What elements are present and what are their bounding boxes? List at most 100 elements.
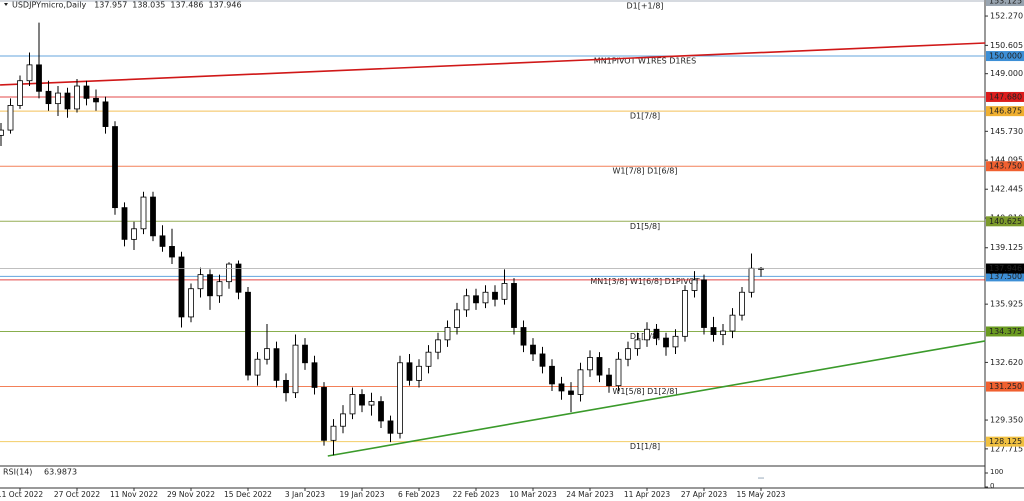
price-box xyxy=(986,271,1024,282)
candle-body xyxy=(720,330,726,335)
y-tick-label: 142.445 xyxy=(990,185,1023,194)
candle-body xyxy=(587,357,593,371)
candle-body xyxy=(169,246,175,258)
candle-body xyxy=(672,335,679,348)
y-tick-label: 149.000 xyxy=(990,69,1023,78)
candle-body xyxy=(644,328,650,341)
candle-body xyxy=(682,290,688,337)
x-tick-label: 27 Oct 2022 xyxy=(54,490,101,499)
candle-body xyxy=(520,327,527,346)
candle-body xyxy=(558,383,565,392)
ohlc-value: 138.035 xyxy=(132,1,165,10)
candle-body xyxy=(150,196,156,237)
candle-body xyxy=(7,105,14,131)
y-tick-label: 144.095 xyxy=(990,156,1023,165)
candle-body xyxy=(473,295,479,304)
ohlc-value: 137.957 xyxy=(94,1,127,10)
candle-body xyxy=(596,357,603,376)
price-box-label: 134.375 xyxy=(989,327,1022,336)
level-label: W1[7/8] D1[6/8] xyxy=(612,167,677,176)
candle-body xyxy=(112,126,118,209)
y-tick-label: 135.925 xyxy=(990,300,1023,309)
price-box xyxy=(986,0,1024,6)
candle-body xyxy=(17,80,23,106)
candle-body xyxy=(397,362,403,434)
candle-body xyxy=(102,101,109,127)
y-tick-label: 139.125 xyxy=(990,243,1023,252)
trendline xyxy=(327,340,986,457)
candle-body xyxy=(663,337,669,348)
candle-body xyxy=(416,365,422,381)
candle-body xyxy=(273,348,280,381)
candle-body xyxy=(311,362,318,388)
chart-title: USDJPYmicro,Daily xyxy=(12,1,86,10)
candle-body xyxy=(226,263,232,283)
price-box xyxy=(986,381,1024,392)
indicator-tick-label: 100 xyxy=(990,468,1003,476)
price-box xyxy=(986,216,1024,227)
candle-body xyxy=(45,90,52,105)
price-box-label: 137.500 xyxy=(989,272,1022,281)
candle-body xyxy=(207,274,213,297)
candle-body xyxy=(739,291,745,316)
candle-body xyxy=(501,283,508,300)
level-label: MN1[3/8] W1[6/8] D1PIVOT xyxy=(590,277,699,286)
candle-body xyxy=(340,413,346,427)
candle-body xyxy=(0,129,4,136)
candle-body xyxy=(330,425,337,441)
candle-body xyxy=(710,327,717,335)
candle-body xyxy=(701,279,707,328)
candle-body xyxy=(435,339,441,353)
candle-body xyxy=(511,283,517,328)
x-tick-label: 11 Oct 2022 xyxy=(0,490,43,499)
candle-body xyxy=(235,263,242,293)
candle-body xyxy=(606,374,612,387)
candle-body xyxy=(321,387,327,441)
x-tick-label: 3 Jan 2023 xyxy=(285,490,325,499)
y-tick-label: 132.620 xyxy=(990,358,1023,367)
candle-body xyxy=(454,309,460,328)
ohlc-value: 137.486 xyxy=(170,1,203,10)
price-box-label: 140.625 xyxy=(989,217,1022,226)
candle-body xyxy=(302,344,308,364)
price-box xyxy=(986,91,1024,102)
level-label: D1[7/8] xyxy=(630,112,660,121)
y-tick-label: 129.350 xyxy=(990,416,1023,425)
price-box-label: 131.250 xyxy=(989,382,1022,391)
level-label: W1[5/8] D1[2/8] xyxy=(612,387,677,396)
candle-body xyxy=(378,401,384,422)
candle-body xyxy=(625,348,631,360)
current-price-label: 137.946 xyxy=(989,264,1022,273)
candle-body xyxy=(349,394,356,415)
y-tick-label: 145.730 xyxy=(990,127,1023,136)
candle-body xyxy=(549,365,555,385)
candle-body xyxy=(482,291,489,304)
candle-body xyxy=(283,379,289,394)
candle-body xyxy=(121,207,128,240)
price-box-label: 143.750 xyxy=(989,162,1022,171)
candle-body xyxy=(577,369,584,395)
trendline xyxy=(0,42,986,86)
candle-body xyxy=(539,353,546,367)
candle-body xyxy=(93,97,99,103)
candle-body xyxy=(264,348,270,360)
candle-body xyxy=(653,328,660,339)
candle-body xyxy=(178,256,185,318)
candle-body xyxy=(292,344,299,394)
candle-body xyxy=(615,358,622,387)
x-tick-label: 11 Apr 2023 xyxy=(624,490,671,499)
price-box-label: 128.125 xyxy=(989,437,1022,446)
y-tick-label: 150.605 xyxy=(990,41,1023,50)
candle-body xyxy=(140,196,147,230)
candle-body xyxy=(64,92,71,110)
candle-body xyxy=(568,390,574,395)
level-label: D1[1/8] xyxy=(630,442,660,451)
x-tick-label: 6 Feb 2023 xyxy=(398,490,440,499)
candle-body xyxy=(492,291,498,300)
x-tick-label: 29 Nov 2022 xyxy=(167,490,215,499)
x-tick-label: 10 Mar 2023 xyxy=(509,490,557,499)
candle-body xyxy=(425,351,432,367)
price-box-label: 147.680 xyxy=(989,92,1022,101)
level-label: D1[5/8] xyxy=(630,222,660,231)
